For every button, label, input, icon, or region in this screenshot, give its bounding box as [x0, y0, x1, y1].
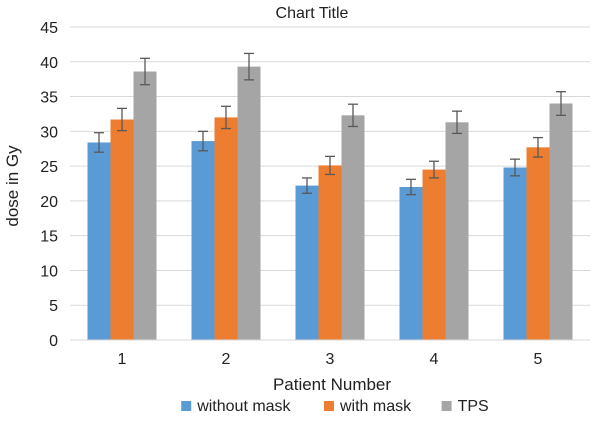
x-tick-label: 2 [222, 351, 231, 368]
error-bars [94, 52, 566, 196]
bar [503, 167, 527, 340]
y-axis-title: dose in Gy [3, 145, 22, 227]
bars [87, 66, 573, 341]
chart-title: Chart Title [276, 5, 349, 22]
y-tick-label: 20 [40, 194, 58, 211]
bar [191, 141, 215, 340]
x-tick-label: 5 [534, 351, 543, 368]
bar [133, 71, 157, 340]
y-tick-label: 5 [49, 298, 58, 315]
x-tick-label: 3 [326, 351, 335, 368]
y-tick-label: 10 [40, 263, 58, 280]
y-tick-label: 35 [40, 90, 58, 107]
y-tick-label: 25 [40, 159, 58, 176]
y-tick-label: 15 [40, 229, 58, 246]
bar [526, 147, 550, 340]
y-tick-label: 40 [40, 55, 58, 72]
bar [237, 66, 261, 340]
y-tick-label: 0 [49, 333, 58, 350]
bar [87, 142, 111, 340]
legend-swatch [181, 401, 192, 411]
y-tick-label: 45 [40, 20, 58, 37]
x-axis-title: Patient Number [273, 375, 391, 394]
legend-label: TPS [458, 398, 489, 415]
bar [399, 186, 423, 340]
bar [445, 122, 469, 341]
bar [214, 117, 238, 340]
bar [295, 185, 319, 340]
y-tick-label: 30 [40, 124, 58, 141]
x-tick-label: 4 [430, 351, 439, 368]
legend-swatch [324, 401, 334, 411]
legend-label: with mask [339, 398, 412, 415]
legend-label: without mask [196, 398, 291, 415]
bar [110, 119, 134, 341]
legend-swatch [441, 401, 452, 411]
bar [318, 165, 342, 340]
legend: without mask with mask TPS [181, 398, 489, 415]
bar [549, 103, 573, 340]
bar [341, 115, 365, 340]
x-tick-label: 1 [118, 351, 127, 368]
bar [422, 169, 446, 340]
